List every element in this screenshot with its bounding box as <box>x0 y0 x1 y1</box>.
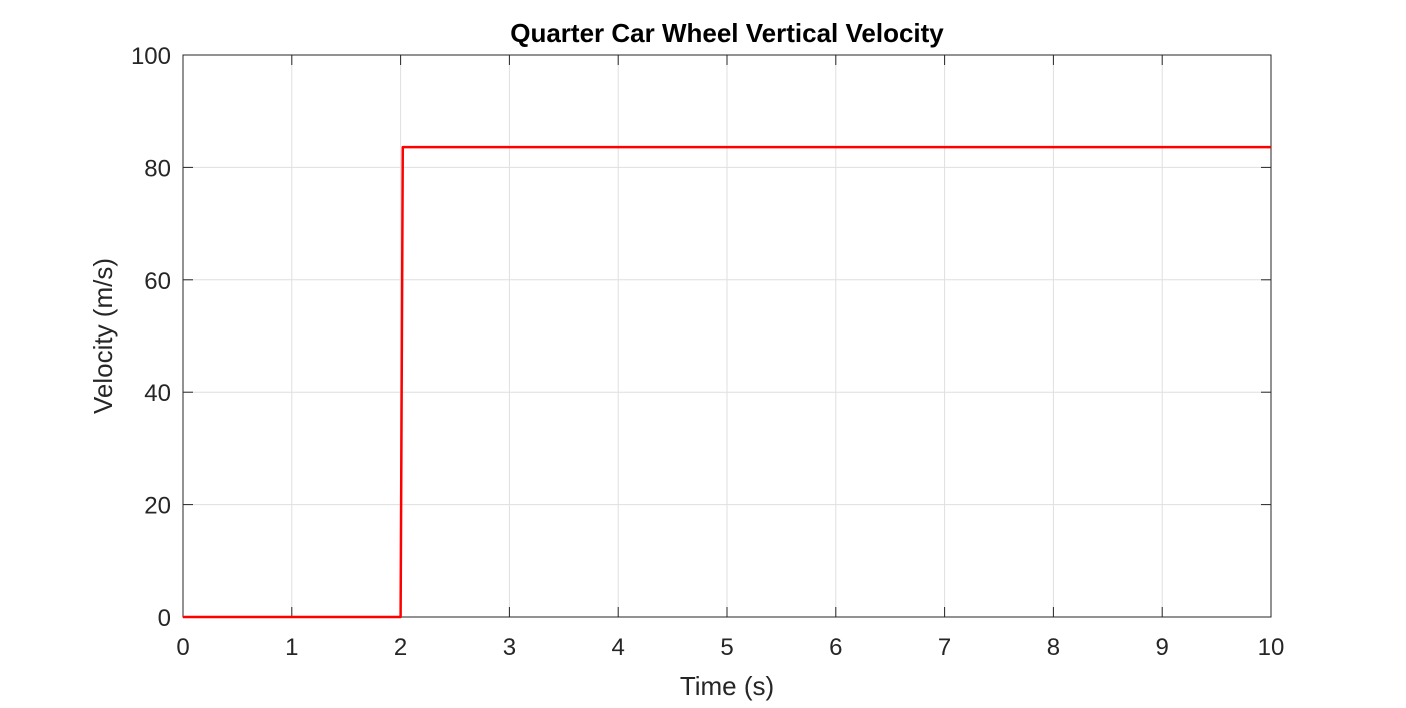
x-tick-label: 2 <box>394 634 407 661</box>
x-tick-label: 6 <box>829 634 842 661</box>
x-tick-label: 9 <box>1156 634 1169 661</box>
y-tick-label: 100 <box>131 43 171 70</box>
y-tick-label: 80 <box>144 155 171 182</box>
x-tick-label: 3 <box>503 634 516 661</box>
y-tick-label: 20 <box>144 493 171 520</box>
x-tick-label: 7 <box>938 634 951 661</box>
x-tick-label: 5 <box>720 634 733 661</box>
y-tick-label: 40 <box>144 380 171 407</box>
y-tick-label: 60 <box>144 268 171 295</box>
x-tick-label: 1 <box>285 634 298 661</box>
series <box>183 145 1271 619</box>
grid <box>182 54 1272 618</box>
x-tick-label: 4 <box>612 634 625 661</box>
x-tick-label: 10 <box>1258 634 1285 661</box>
chart-title: Quarter Car Wheel Vertical Velocity <box>510 18 944 48</box>
x-tick-label: 0 <box>176 634 189 661</box>
y-axis-label: Velocity (m/s) <box>88 258 118 414</box>
y-tick-label: 0 <box>158 605 171 632</box>
x-axis-label: Time (s) <box>680 671 774 701</box>
x-tick-label: 8 <box>1047 634 1060 661</box>
series-line <box>183 145 1271 619</box>
